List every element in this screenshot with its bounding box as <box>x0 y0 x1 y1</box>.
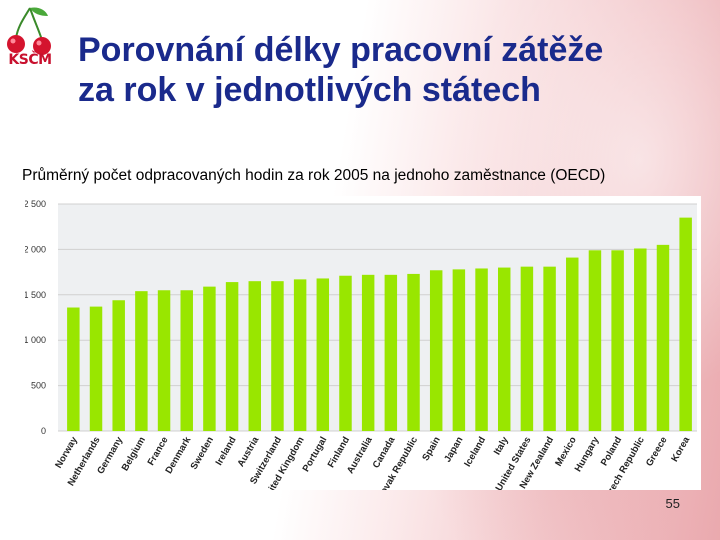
bar <box>361 274 375 431</box>
bar <box>316 278 330 431</box>
x-tick-label: Italy <box>492 434 511 457</box>
x-tick-label: Japan <box>442 435 465 464</box>
y-tick-label: 1 500 <box>25 290 46 300</box>
y-tick-label: 1 000 <box>25 335 46 345</box>
bar <box>588 250 602 431</box>
bar <box>293 279 307 431</box>
page-title: Porovnání délky pracovní zátěže za rok v… <box>78 30 708 110</box>
chart-subtitle: Průměrný počet odpracovaných hodin za ro… <box>22 167 606 184</box>
bar <box>520 266 534 431</box>
bar <box>67 307 80 431</box>
bar <box>271 281 284 431</box>
y-tick-label: 0 <box>41 426 46 436</box>
title-line-2: za rok v jednotlivých státech <box>78 71 541 109</box>
bar <box>339 275 352 431</box>
bar <box>89 306 103 431</box>
x-tick-label: Korea <box>669 434 692 463</box>
x-tick-label: Spain <box>420 435 443 463</box>
bar <box>225 282 239 431</box>
x-tick-label: Greece <box>644 435 670 468</box>
bar <box>384 274 398 431</box>
bar <box>135 291 148 431</box>
bar <box>429 270 443 431</box>
bar <box>634 248 647 431</box>
bar <box>679 217 692 431</box>
page-number: 55 <box>665 496 680 511</box>
bar <box>248 281 262 431</box>
bar <box>112 300 125 431</box>
chart-frame: 0 500 1 000 1 500 2 000 2 500 Norway Netherland… <box>25 196 701 490</box>
y-tick-label: 2 500 <box>25 199 46 209</box>
bar <box>407 273 420 431</box>
y-tick-label: 500 <box>31 381 46 391</box>
bar <box>543 266 556 431</box>
bar <box>566 257 579 431</box>
logo-text: KSČM <box>8 52 52 68</box>
y-tick-label: 2 000 <box>25 244 46 254</box>
bar <box>157 290 171 431</box>
cherries-logo-icon <box>7 7 51 55</box>
bar <box>497 267 511 431</box>
bar <box>656 244 670 431</box>
x-tick-label: Iceland <box>462 435 488 469</box>
title-line-1: Porovnání délky pracovní zátěže <box>78 31 604 69</box>
bar <box>180 290 193 431</box>
bar <box>475 268 488 431</box>
bar <box>203 286 216 431</box>
bar <box>611 250 624 431</box>
bar <box>452 269 466 431</box>
